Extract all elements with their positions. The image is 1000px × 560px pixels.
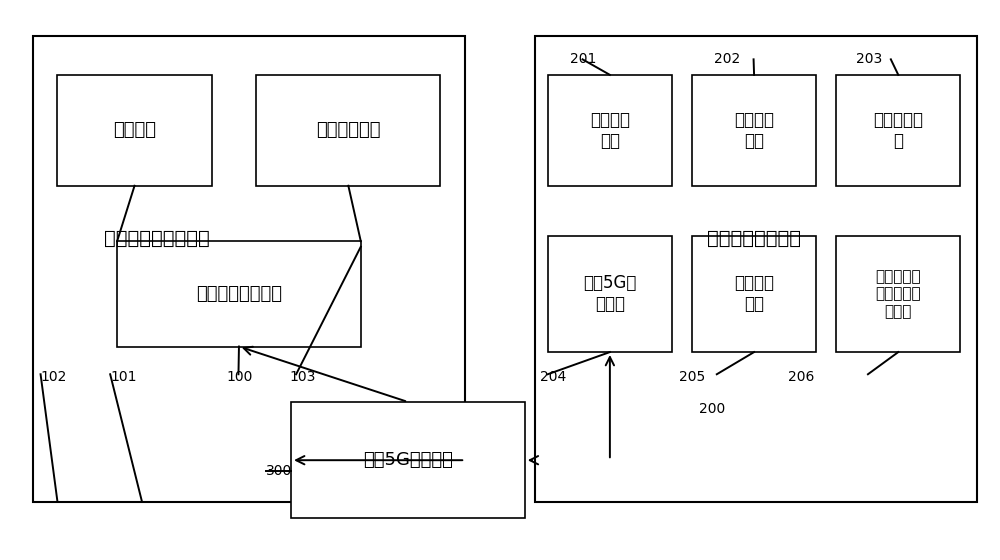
Text: 变电站小检机器人: 变电站小检机器人 bbox=[707, 229, 801, 248]
Text: 文件传输
模块: 文件传输 模块 bbox=[734, 274, 774, 313]
Bar bbox=[836, 75, 960, 186]
Bar bbox=[548, 75, 672, 186]
Text: 自主导航
模块: 自主导航 模块 bbox=[590, 111, 630, 150]
Bar bbox=[692, 75, 816, 186]
Text: 100: 100 bbox=[227, 370, 253, 384]
Text: 205: 205 bbox=[679, 370, 705, 384]
Text: 300: 300 bbox=[266, 464, 293, 478]
Text: 内逅5G通
信模块: 内逅5G通 信模块 bbox=[583, 274, 637, 313]
Text: 101: 101 bbox=[110, 370, 137, 384]
Text: 103: 103 bbox=[289, 370, 316, 384]
Bar bbox=[836, 236, 960, 352]
Text: 203: 203 bbox=[856, 52, 882, 66]
Text: 102: 102 bbox=[41, 370, 67, 384]
Text: 206: 206 bbox=[788, 370, 815, 384]
Bar bbox=[692, 236, 816, 352]
Text: 站控模块: 站控模块 bbox=[113, 122, 156, 139]
Text: 202: 202 bbox=[714, 52, 740, 66]
Bar bbox=[291, 402, 525, 519]
Text: 200: 200 bbox=[699, 402, 725, 416]
Text: 云台、可见
光相机或红
外相机: 云台、可见 光相机或红 外相机 bbox=[875, 269, 921, 319]
Bar bbox=[535, 36, 977, 502]
Text: 任务调度模块: 任务调度模块 bbox=[316, 122, 381, 139]
Bar bbox=[117, 241, 361, 347]
Text: 204: 204 bbox=[540, 370, 566, 384]
Text: 数据处理识别模块: 数据处理识别模块 bbox=[196, 285, 282, 303]
Text: 外逅5G通信模块: 外逅5G通信模块 bbox=[363, 451, 453, 469]
Text: 201: 201 bbox=[570, 52, 596, 66]
Text: 运动控制
模块: 运动控制 模块 bbox=[734, 111, 774, 150]
Bar bbox=[57, 75, 212, 186]
Bar bbox=[256, 75, 440, 186]
Text: 后台控制中心服务器: 后台控制中心服务器 bbox=[104, 229, 210, 248]
Bar bbox=[33, 36, 465, 502]
Text: 路径规划模
块: 路径规划模 块 bbox=[873, 111, 923, 150]
Bar bbox=[548, 236, 672, 352]
